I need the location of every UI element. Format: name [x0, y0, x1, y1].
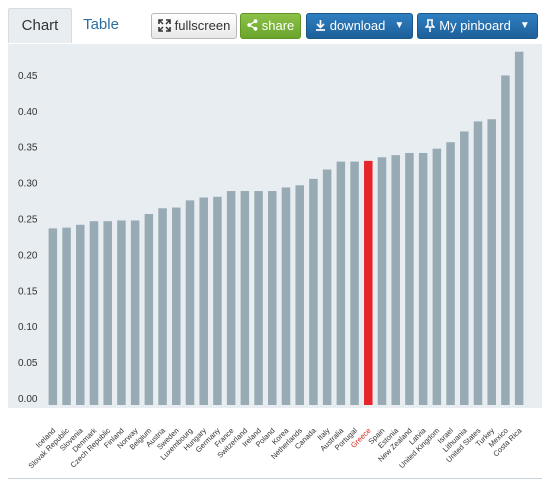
bar: [158, 208, 167, 405]
bar: [432, 148, 442, 406]
y-tick-label: 0.25: [18, 215, 38, 226]
bar: [473, 121, 483, 405]
bar: [185, 200, 195, 405]
bar: [48, 228, 58, 405]
y-tick-label: 0.15: [18, 286, 38, 297]
bar: [405, 152, 414, 405]
bar: [514, 51, 524, 406]
bar: [350, 161, 359, 405]
fullscreen-label: fullscreen: [174, 18, 231, 33]
chevron-down-icon: ▼: [519, 20, 530, 31]
bar: [391, 155, 400, 405]
bar: [418, 152, 428, 405]
bar: [309, 178, 318, 405]
bar: [213, 196, 222, 405]
pinboard-label: My pinboard: [439, 18, 511, 33]
bar: [487, 119, 496, 406]
fullscreen-icon: [157, 18, 171, 34]
bar: [295, 185, 304, 405]
tab-chart[interactable]: Chart: [8, 8, 72, 43]
bar: [144, 214, 154, 405]
bar-highlight: [364, 160, 373, 405]
bar: [62, 227, 71, 405]
download-icon: [315, 19, 326, 33]
divider: [8, 478, 542, 479]
bar: [254, 191, 263, 405]
bar: [226, 191, 236, 405]
bar: [281, 187, 291, 405]
bar: [199, 197, 208, 405]
y-tick-label: 0.30: [18, 179, 38, 190]
share-icon: [247, 19, 258, 33]
bar: [377, 157, 387, 405]
y-tick-label: 0.35: [18, 143, 38, 154]
bar: [76, 224, 85, 405]
pin-icon: [424, 18, 437, 34]
share-label: share: [261, 18, 295, 33]
y-tick-label: 0.45: [18, 71, 38, 82]
bar: [130, 220, 140, 405]
bar: [172, 207, 181, 405]
y-tick-label: 0.20: [18, 250, 38, 261]
fullscreen-button[interactable]: fullscreen: [151, 13, 237, 39]
bar: [446, 142, 455, 405]
bar: [336, 161, 346, 405]
bar: [501, 75, 510, 405]
bar: [89, 221, 99, 405]
download-button[interactable]: download ▼: [306, 13, 413, 39]
bar: [240, 191, 250, 405]
bar: [322, 169, 332, 405]
y-tick-label: 0.40: [18, 107, 38, 118]
y-tick-label: 0.00: [18, 394, 38, 405]
download-label: download: [329, 18, 386, 33]
bar: [460, 131, 469, 405]
y-tick-label: 0.05: [18, 358, 38, 369]
tab-table[interactable]: Table: [83, 16, 119, 33]
bar: [268, 191, 277, 405]
tab-bar: Chart Table fullscreen share: [0, 0, 550, 44]
chevron-down-icon: ▼: [394, 20, 405, 31]
bar: [117, 220, 126, 405]
pinboard-button[interactable]: My pinboard ▼: [417, 13, 538, 39]
y-tick-label: 0.10: [18, 322, 38, 333]
share-button[interactable]: share: [240, 13, 301, 39]
bar: [103, 221, 112, 405]
